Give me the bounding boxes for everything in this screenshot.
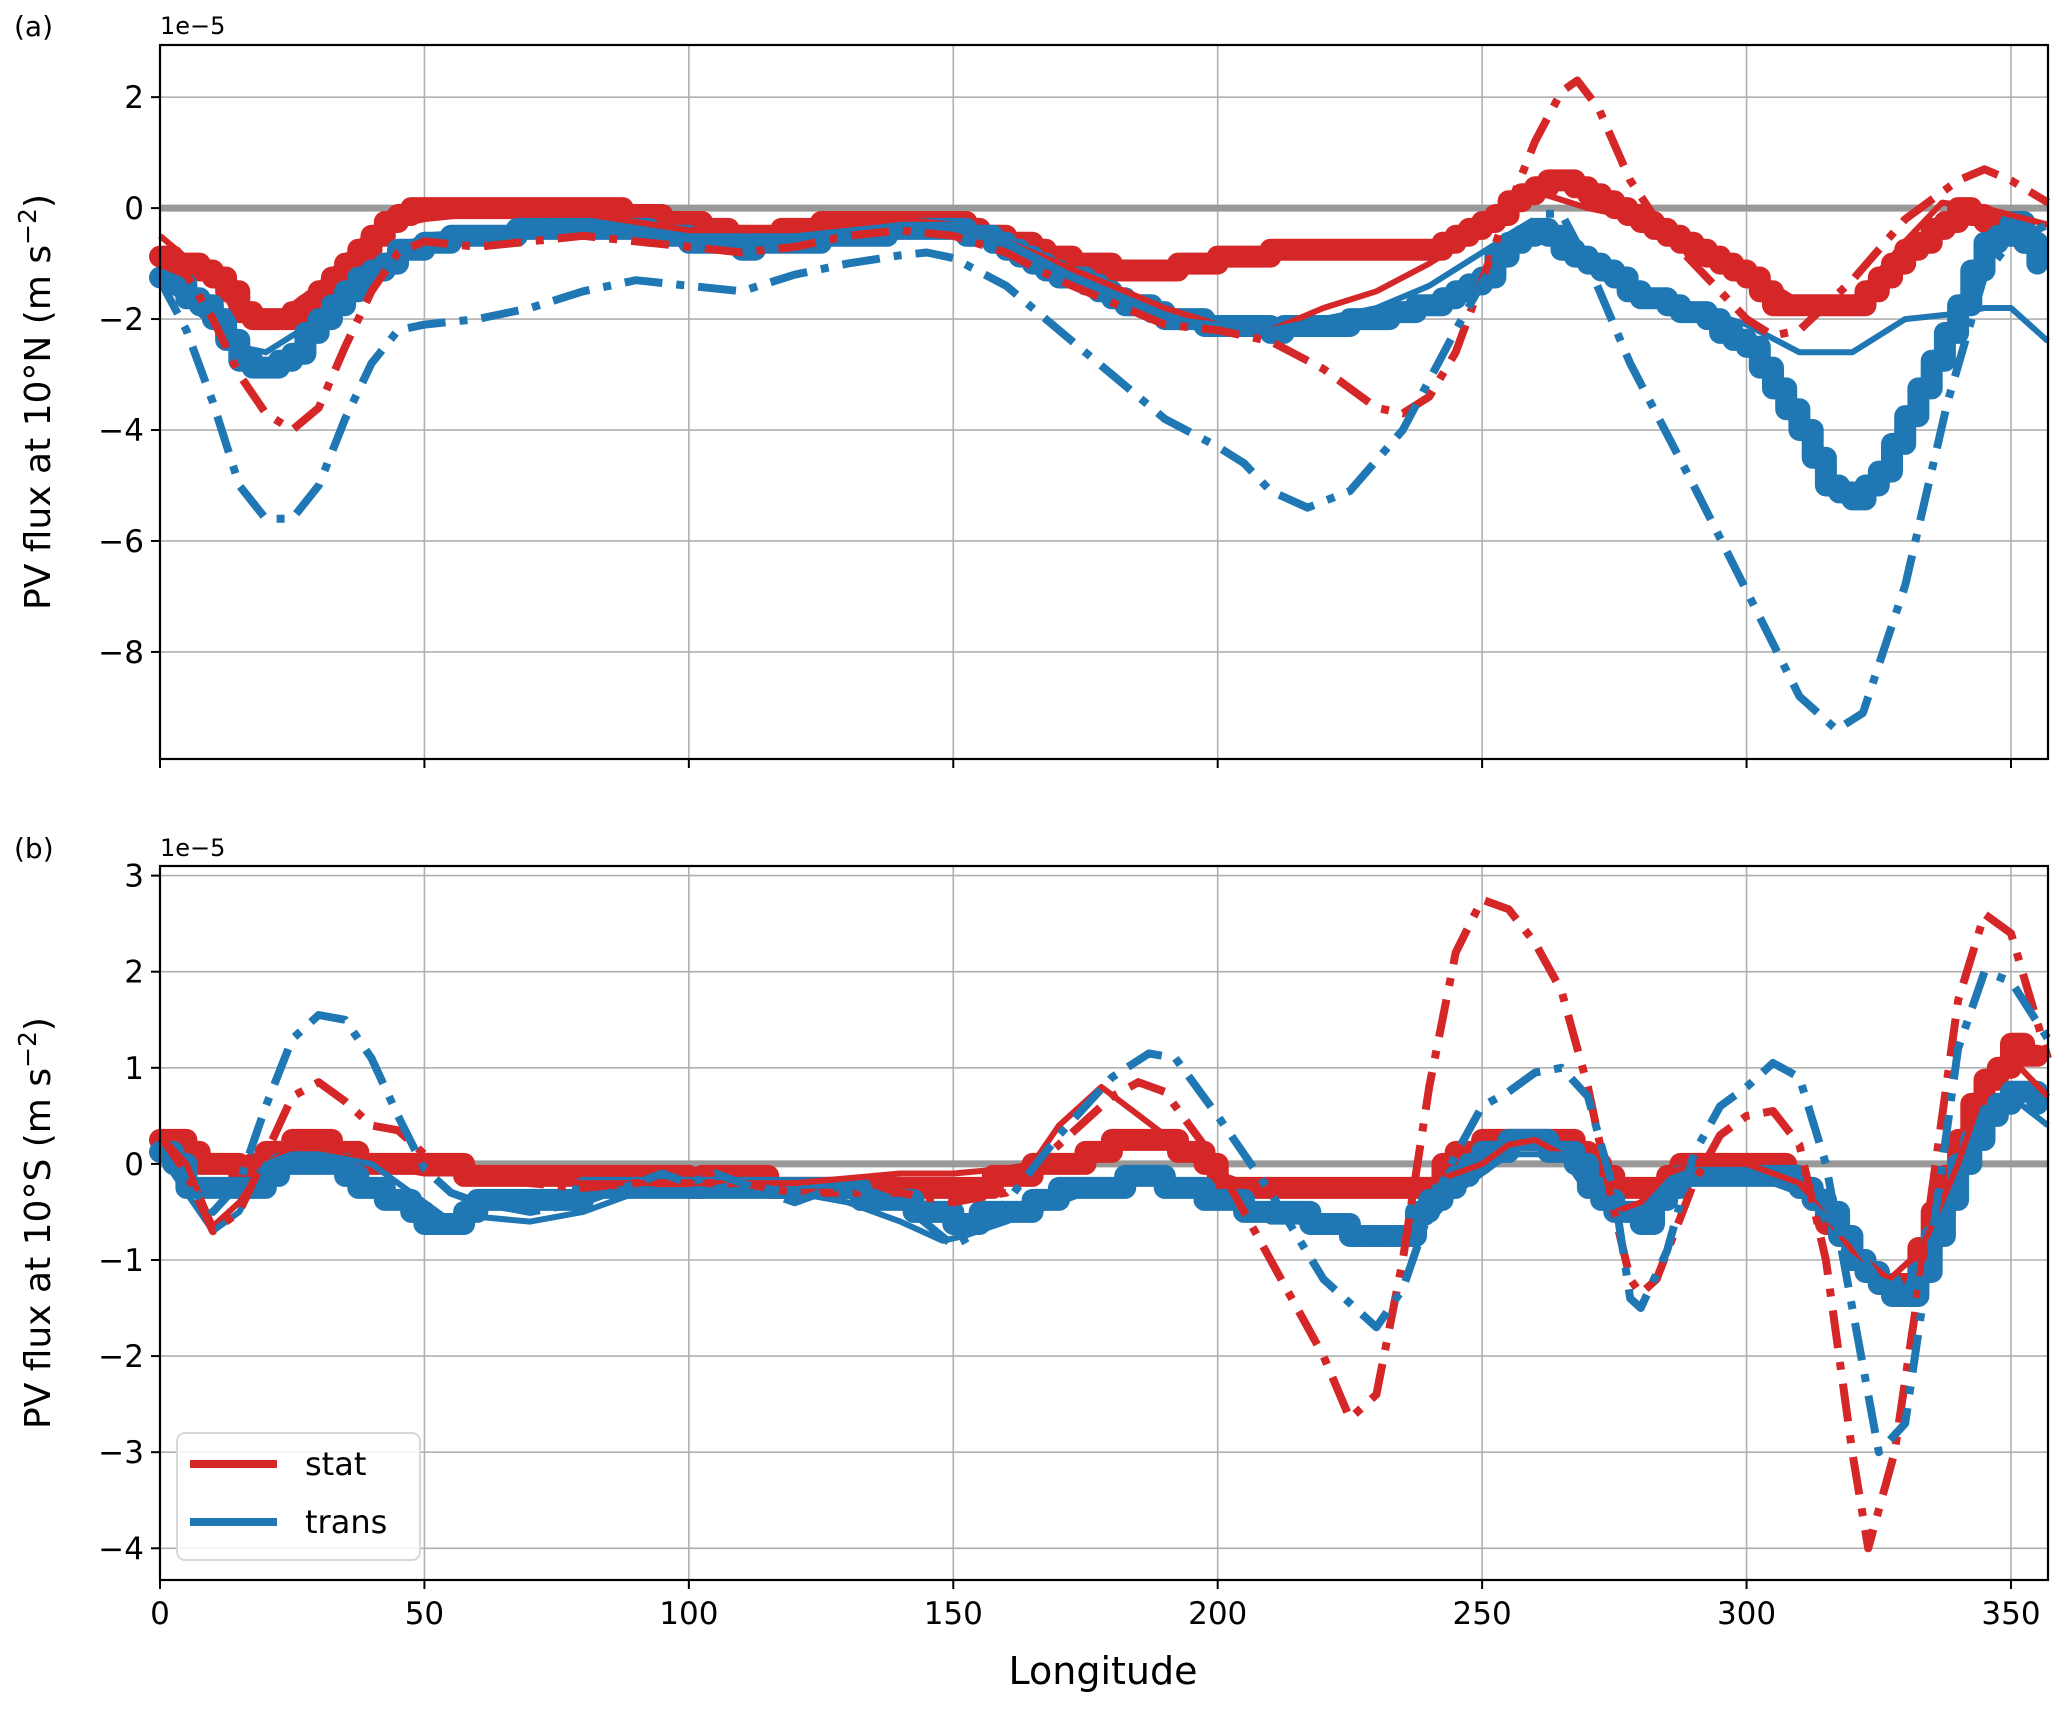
panel-b-label: (b) xyxy=(14,832,54,865)
panel-b-ytick-label: −2 xyxy=(98,1339,144,1375)
panel-a-ylabel-sup: −2 xyxy=(13,208,42,245)
panel-b-frame xyxy=(158,864,2050,1582)
panel-b-series-trans-dashdot xyxy=(157,967,2052,1457)
panel-b-ylabel-close: ) xyxy=(18,1017,59,1031)
panel-a-ytick-label: −4 xyxy=(98,413,144,449)
legend-label-trans: trans xyxy=(305,1503,387,1541)
panel-a-series xyxy=(149,76,2051,734)
panel-a-ticks: 2 0 −2 −4 −6 −8 xyxy=(98,80,2012,768)
panel-b-ytick-label: 1 xyxy=(124,1051,144,1087)
panel-a-series-trans-thin xyxy=(158,221,2051,356)
panel-b-xtick-label: 50 xyxy=(405,1596,444,1632)
panel-a-offset-text: 1e−5 xyxy=(160,12,225,40)
panel-a-ytick-label: 0 xyxy=(124,191,144,227)
panel-a-ytick-label: −6 xyxy=(98,524,144,560)
panel-a-ytick-label: 2 xyxy=(124,80,144,116)
panel-a-ytick-label: −2 xyxy=(98,302,144,338)
panel-a-ylabel: PV flux at 10°N (m s−2) xyxy=(13,194,59,610)
panel-b-xtick-label: 200 xyxy=(1188,1596,1247,1632)
panel-a-series-stat-thick xyxy=(149,169,2049,331)
panel-a-frame xyxy=(158,43,2050,761)
panel-a: (a) 1e−5 2 0 −2 −4 −6 −8 PV flux at 10°N (m s… xyxy=(13,10,2051,768)
panel-a-series-trans-dashdot xyxy=(156,209,2050,734)
panel-a-label: (a) xyxy=(14,10,53,43)
panel-b-series-stat-dashdot xyxy=(156,895,2052,1553)
panel-b-ytick-label: −4 xyxy=(98,1531,144,1567)
panel-b-xtick-label: 0 xyxy=(150,1596,170,1632)
panel-b-ytick-label: 2 xyxy=(124,955,144,991)
panel-a-series-stat-thin xyxy=(158,188,2049,334)
panel-b-xtick-label: 150 xyxy=(924,1596,983,1632)
panel-a-ylabel-close: ) xyxy=(18,194,59,208)
panel-b-xtick-label: 250 xyxy=(1453,1596,1512,1632)
panel-b-xtick-label: 350 xyxy=(1981,1596,2040,1632)
panel-b-offset-text: 1e−5 xyxy=(160,834,225,862)
panel-a-ylabel-main: PV flux at 10°N (m s xyxy=(18,245,59,610)
panel-b-xtick-label: 300 xyxy=(1717,1596,1776,1632)
legend-label-stat: stat xyxy=(305,1445,366,1483)
legend: stat trans xyxy=(176,1432,421,1561)
panel-b-ylabel: PV flux at 10°S (m s−2) xyxy=(13,1017,59,1429)
panel-b-ytick-label: −1 xyxy=(98,1243,144,1279)
panel-b-ytick-label: 0 xyxy=(124,1147,144,1183)
panel-b-series xyxy=(149,895,2052,1553)
x-axis-label: Longitude xyxy=(1009,1649,1198,1693)
panel-b-ytick-label: −3 xyxy=(98,1435,144,1471)
panel-a-series-stat-dashdot xyxy=(158,76,2051,434)
panel-a-ytick-label: −8 xyxy=(98,635,144,671)
panel-b-series-trans-thin xyxy=(157,1093,2050,1292)
panel-b-ylabel-main: PV flux at 10°S (m s xyxy=(18,1068,59,1429)
panel-b-ylabel-sup: −2 xyxy=(13,1031,42,1068)
panel-b-ytick-label: 3 xyxy=(124,859,144,895)
panel-b-xtick-label: 100 xyxy=(659,1596,718,1632)
